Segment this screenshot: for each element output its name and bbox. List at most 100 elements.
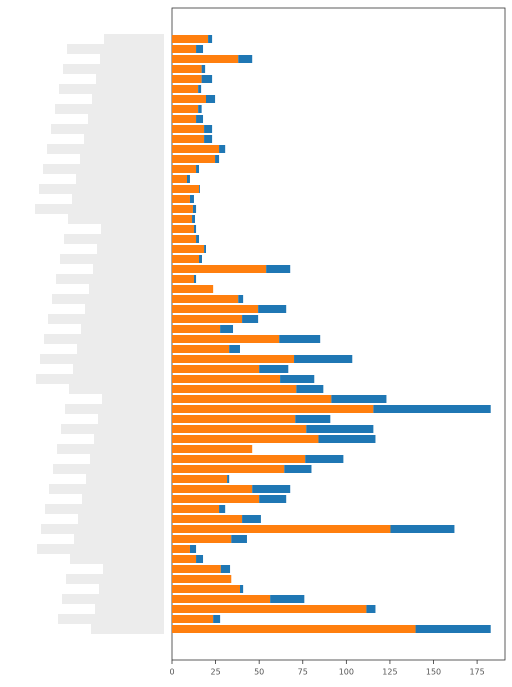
bar-segment <box>172 485 253 493</box>
bar-segment <box>172 275 194 283</box>
label-placeholder <box>64 234 164 244</box>
label-placeholder <box>73 364 164 374</box>
bar-segment <box>172 375 281 383</box>
bar-segment <box>199 185 200 193</box>
bar-segment <box>205 95 216 103</box>
label-placeholder <box>95 604 164 614</box>
bar-segment <box>172 505 220 513</box>
bar-segment <box>172 435 319 443</box>
label-placeholder <box>49 484 164 494</box>
label-placeholder <box>37 544 164 554</box>
bar-segment <box>280 375 315 383</box>
bar-segment <box>172 465 285 473</box>
bar-segment <box>172 565 221 573</box>
bar-segment <box>259 365 289 373</box>
bar-segment <box>172 205 193 213</box>
plot-frame <box>171 7 506 661</box>
bar-segment <box>204 125 213 133</box>
bar-segment <box>172 595 271 603</box>
bar-segment <box>189 545 197 553</box>
bar-segment <box>295 415 331 423</box>
bar-segment <box>172 255 200 263</box>
label-placeholder <box>52 294 164 304</box>
label-placeholder <box>59 84 164 94</box>
bar-segment <box>415 625 491 633</box>
bar-segment <box>208 35 213 43</box>
label-placeholder <box>81 324 164 334</box>
bar-segment <box>204 245 206 253</box>
bar-segment <box>238 295 244 303</box>
label-placeholder <box>63 64 164 74</box>
label-placeholder <box>55 104 164 114</box>
bar-segment <box>172 215 193 223</box>
bar-segment <box>172 125 205 133</box>
label-placeholder <box>82 494 164 504</box>
bar-segment <box>196 555 204 563</box>
bar-segment <box>199 255 202 263</box>
bar-segment <box>215 155 220 163</box>
bar-segment <box>366 605 376 613</box>
label-placeholder <box>40 354 164 364</box>
label-placeholder <box>98 414 164 424</box>
label-placeholder <box>78 514 164 524</box>
x-tick-label: 25 <box>210 668 220 677</box>
label-placeholder <box>39 184 164 194</box>
bar-segment <box>172 265 267 273</box>
bar-segment <box>172 185 200 193</box>
bar-segment <box>192 215 196 223</box>
bar-segment <box>239 585 244 593</box>
label-placeholder <box>69 384 164 394</box>
bar-segment <box>196 235 200 243</box>
bar-segment <box>198 105 202 113</box>
label-placeholder <box>68 214 164 224</box>
bar-segment <box>227 475 230 483</box>
bar-segment <box>193 275 197 283</box>
bar-segment <box>172 425 307 433</box>
bar-segment <box>172 315 243 323</box>
x-tick-label: 175 <box>469 668 484 677</box>
bar-segment <box>172 75 202 83</box>
bar-segment <box>172 235 197 243</box>
label-placeholder <box>104 34 164 44</box>
bar-segment <box>172 285 214 293</box>
bar-segment <box>172 155 216 163</box>
label-placeholder <box>67 44 164 54</box>
bar-segment <box>172 65 202 73</box>
x-tick-label: 125 <box>382 668 397 677</box>
label-placeholder <box>51 124 164 134</box>
bar-segment <box>172 585 240 593</box>
x-tick-label: 100 <box>339 668 354 677</box>
bar-segment <box>284 465 312 473</box>
label-placeholder <box>92 94 164 104</box>
bar-segment <box>242 515 261 523</box>
label-placeholder <box>65 404 164 414</box>
label-placeholder <box>88 114 164 124</box>
bar-segment <box>172 395 332 403</box>
label-placeholder <box>76 174 164 184</box>
bar-segment <box>172 555 197 563</box>
label-placeholder <box>99 584 164 594</box>
label-placeholder <box>57 444 164 454</box>
bar-segment <box>172 515 243 523</box>
bar-segment <box>172 295 239 303</box>
bar-segment <box>294 355 353 363</box>
label-placeholder <box>36 374 164 384</box>
bar-segment <box>213 615 221 623</box>
label-placeholder <box>96 74 164 84</box>
bar-segment <box>172 245 205 253</box>
label-placeholder <box>45 504 164 514</box>
bar-segment <box>296 385 324 393</box>
label-placeholder <box>84 134 164 144</box>
bar-segment <box>172 175 187 183</box>
bar-segment <box>242 315 259 323</box>
label-placeholder <box>102 394 164 404</box>
label-placeholder <box>72 194 164 204</box>
bar-segment <box>373 405 491 413</box>
label-placeholder <box>62 594 164 604</box>
bar-segment <box>172 225 194 233</box>
bar-segment <box>172 105 199 113</box>
label-placeholder <box>86 474 164 484</box>
label-placeholder <box>47 144 164 154</box>
label-placeholder <box>77 344 164 354</box>
label-placeholder <box>56 274 164 284</box>
